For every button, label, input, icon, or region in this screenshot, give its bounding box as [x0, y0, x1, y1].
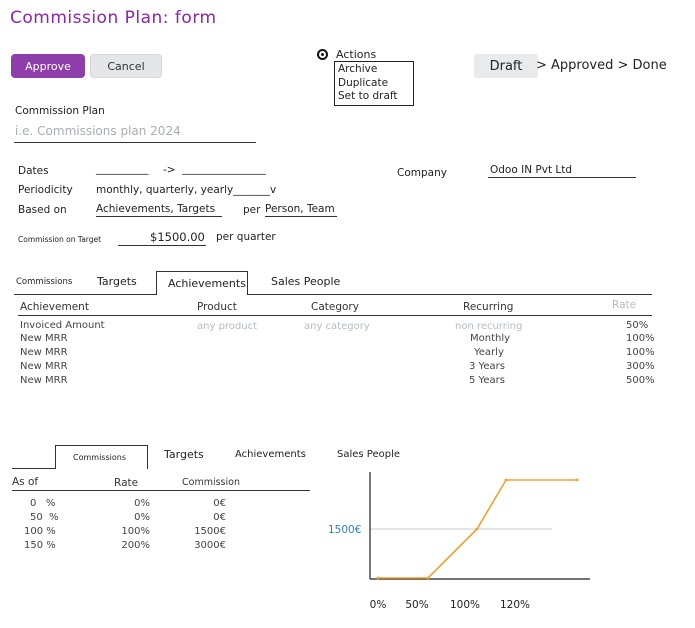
col-achievement: Achievement: [20, 301, 89, 313]
table-cell[interactable]: 0€: [213, 498, 226, 509]
col-as-of: As of: [12, 476, 39, 488]
table-cell[interactable]: 3 Years: [469, 361, 505, 372]
based-on-label: Based on: [18, 204, 67, 216]
commission-target-label: Commission on Target: [18, 235, 102, 244]
achievements-header-line: [18, 315, 652, 316]
status-steps[interactable]: > Approved > Done: [536, 58, 667, 73]
table-cell[interactable]: Monthly: [470, 333, 511, 344]
table-cell[interactable]: New MRR: [20, 361, 68, 372]
company-underline: [488, 177, 636, 178]
table-cell[interactable]: 100%: [626, 347, 655, 358]
page-title: Commission Plan: form: [10, 8, 217, 28]
table-cell[interactable]: 50 %: [30, 512, 59, 523]
table-cell[interactable]: New MRR: [20, 347, 68, 358]
x-tick-label-2: 100%: [450, 599, 480, 611]
cancel-button[interactable]: Cancel: [90, 54, 162, 78]
commissions-header-line: [12, 490, 310, 491]
tab-bottom-targets[interactable]: Targets: [164, 448, 204, 461]
periodicity-select[interactable]: monthly, quarterly, yearly_______v: [96, 184, 277, 196]
approve-button[interactable]: Approve: [11, 54, 85, 78]
table-cell[interactable]: 300%: [626, 361, 655, 372]
table-cell[interactable]: 100 %: [24, 526, 56, 537]
table-cell[interactable]: 100%: [121, 526, 150, 537]
series-point-3: [504, 478, 508, 482]
series-point-0: [376, 576, 380, 580]
company-label: Company: [397, 167, 447, 179]
x-tick-label-1: 50%: [405, 599, 428, 611]
col-commission-rate: Rate: [114, 477, 139, 489]
col-product: Product: [197, 301, 237, 313]
action-duplicate[interactable]: Duplicate: [338, 76, 389, 89]
tabs-top-line-right: [248, 294, 652, 295]
status-draft[interactable]: Draft: [474, 54, 538, 78]
table-cell[interactable]: Yearly: [474, 347, 504, 358]
plan-name-input[interactable]: i.e. Commissions plan 2024: [15, 124, 181, 138]
table-cell[interactable]: New MRR: [20, 333, 68, 344]
table-cell[interactable]: 200%: [121, 540, 150, 551]
table-cell[interactable]: Invoiced Amount: [20, 320, 105, 331]
table-cell[interactable]: any category: [304, 321, 370, 332]
actions-menu-label[interactable]: Actions: [336, 48, 377, 61]
tab-targets[interactable]: Targets: [97, 275, 137, 288]
commission-target-input[interactable]: $1500.00: [150, 230, 205, 244]
tab-achievements[interactable]: Achievements: [168, 277, 246, 290]
tabs-top-line-left: [14, 294, 156, 295]
table-cell[interactable]: 150 %: [24, 540, 56, 551]
action-set-to-draft[interactable]: Set to draft: [338, 90, 398, 102]
series-point-2: [475, 527, 479, 531]
table-cell[interactable]: any product: [197, 321, 258, 332]
x-tick-label-3: 120%: [500, 599, 530, 611]
per-underline: [265, 216, 337, 217]
col-recurring: Recurring: [463, 301, 514, 313]
table-cell[interactable]: 0%: [134, 498, 150, 509]
plan-label: Commission Plan: [15, 105, 105, 117]
col-category: Category: [311, 301, 359, 313]
tab-commissions[interactable]: Commissions: [16, 277, 73, 287]
col-commission: Commission: [182, 477, 240, 488]
commission-target-underline: [118, 245, 206, 246]
tab-achievements-active: [156, 271, 248, 295]
tab-commissions-active: [55, 445, 148, 469]
reference-label: 1500€: [328, 524, 361, 536]
per-select[interactable]: Person, Team: [265, 203, 335, 215]
table-cell[interactable]: 5 Years: [469, 375, 505, 386]
table-cell[interactable]: 0€: [213, 512, 226, 523]
date-arrow: ->: [163, 164, 176, 176]
x-tick-label-0: 0%: [370, 599, 387, 611]
based-on-select[interactable]: Achievements, Targets: [96, 203, 216, 215]
per-label: per: [243, 204, 261, 216]
tab-bottom-achievements[interactable]: Achievements: [235, 449, 306, 460]
series-point-4: [575, 478, 579, 482]
chart-layer: 1500€ 0% 50% 100% 120%: [328, 472, 590, 611]
table-cell[interactable]: 0 %: [30, 498, 56, 509]
commission-target-suffix: per quarter: [216, 231, 276, 243]
dates-label: Dates: [18, 165, 49, 177]
action-archive[interactable]: Archive: [338, 63, 378, 75]
table-cell[interactable]: 50%: [626, 320, 649, 331]
periodicity-label: Periodicity: [18, 184, 73, 196]
tab-bottom-commissions[interactable]: Commissions: [73, 453, 126, 462]
table-cell[interactable]: New MRR: [20, 375, 68, 386]
table-cell[interactable]: 0%: [134, 512, 150, 523]
series-point-1: [426, 576, 430, 580]
based-on-underline: [96, 216, 222, 217]
tab-bottom-sales-people[interactable]: Sales People: [337, 449, 401, 460]
table-cell[interactable]: 500%: [626, 375, 655, 386]
tab-sales-people[interactable]: Sales People: [271, 275, 341, 288]
actions-dropdown: Archive Duplicate Set to draft: [334, 61, 414, 106]
date-start-input[interactable]: __________: [96, 163, 149, 175]
table-cell[interactable]: 3000€: [194, 540, 226, 551]
table-cell[interactable]: 1500€: [194, 526, 226, 537]
plan-name-underline: [14, 142, 256, 143]
table-cell[interactable]: 100%: [626, 333, 655, 344]
company-input[interactable]: Odoo IN Pvt Ltd: [490, 164, 573, 176]
radio-icon[interactable]: [317, 49, 328, 60]
col-rate: Rate: [612, 299, 637, 311]
date-end-input[interactable]: ________________: [182, 163, 266, 175]
tabs-bottom-line-left: [12, 468, 55, 469]
table-cell[interactable]: non recurring: [455, 321, 523, 332]
